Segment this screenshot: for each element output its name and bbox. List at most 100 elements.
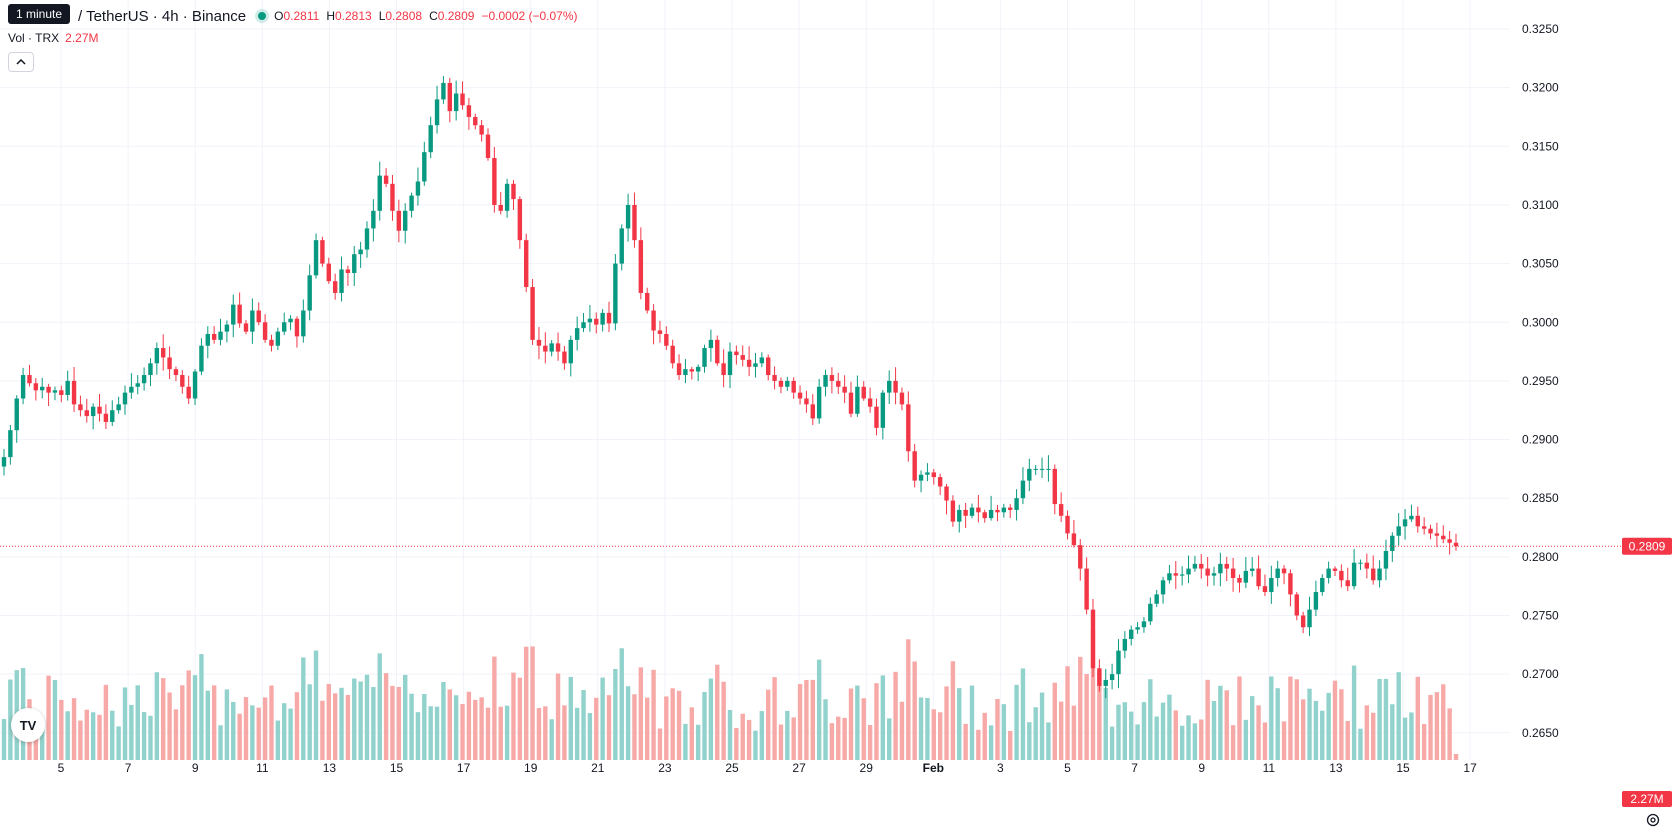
volume-bar <box>473 699 478 760</box>
candle-body <box>638 240 644 293</box>
volume-bar <box>848 688 854 760</box>
volume-bar <box>1441 684 1446 760</box>
collapse-legend-button[interactable] <box>8 52 34 72</box>
price-tick-label: 0.3100 <box>1522 198 1559 212</box>
volume-bar <box>332 693 338 760</box>
price-tick-label: 0.3050 <box>1522 257 1559 271</box>
time-tick-label: 17 <box>457 761 471 775</box>
candle-body <box>1052 468 1057 505</box>
volume-bar <box>1039 692 1045 760</box>
candle-body <box>1326 568 1331 578</box>
volume-bar <box>625 686 631 760</box>
candle-body <box>1154 594 1159 604</box>
candle-body <box>65 380 70 395</box>
candle-body <box>1090 609 1096 669</box>
candle-body <box>1390 535 1395 551</box>
volume-bar <box>1390 704 1395 760</box>
volume-bar <box>275 720 281 760</box>
symbol-title[interactable]: / TetherUS · 4h · Binance <box>78 7 247 25</box>
volume-bar <box>498 706 503 760</box>
candle-body <box>823 375 828 387</box>
volume-bar <box>638 667 644 760</box>
candle-body <box>829 375 835 381</box>
candle-body <box>1122 638 1128 651</box>
candle-body <box>1441 535 1446 540</box>
volume-bar <box>708 678 714 760</box>
candle-body <box>1281 568 1287 574</box>
candle-body <box>103 413 109 422</box>
candle-body <box>275 331 281 346</box>
candle-body <box>1008 507 1013 510</box>
volume-bar <box>269 685 274 760</box>
candle-body <box>479 125 484 135</box>
candle-body <box>1320 577 1325 593</box>
candle-body <box>988 509 994 519</box>
candle-body <box>199 345 204 372</box>
time-tick-label: 23 <box>658 761 672 775</box>
candle-body <box>1046 468 1051 470</box>
volume-bar <box>65 711 70 760</box>
volume-bar <box>874 683 879 760</box>
candle-body <box>708 339 714 349</box>
candle-body <box>1256 568 1261 587</box>
candle-body <box>721 363 726 376</box>
volume-bar <box>1186 715 1191 760</box>
volume-value: 2.27M <box>65 31 99 45</box>
volume-bar <box>288 708 293 760</box>
volume-bar <box>632 694 637 760</box>
volume-bar <box>1109 726 1115 760</box>
volume-bar <box>250 705 255 760</box>
volume-bar <box>135 685 140 760</box>
volume-bar <box>1135 724 1140 760</box>
candle-body <box>804 398 809 405</box>
volume-bar <box>441 682 446 760</box>
volume-bar <box>727 709 733 760</box>
volume-bar <box>1020 668 1026 760</box>
volume-bar <box>301 657 306 760</box>
volume-bar <box>855 685 860 760</box>
volume-bar <box>1237 676 1242 760</box>
candle-body <box>447 82 452 112</box>
volume-bar <box>880 675 886 760</box>
volume-bar <box>536 707 542 760</box>
tradingview-logo[interactable]: TV <box>11 708 45 742</box>
candle-body <box>154 348 160 364</box>
time-tick-label: 5 <box>58 761 65 775</box>
volume-bar <box>1179 725 1185 760</box>
candle-body <box>1288 573 1293 595</box>
time-tick-label: 15 <box>390 761 404 775</box>
volume-bar <box>313 650 319 760</box>
volume-legend[interactable]: Vol · TRX 2.27M <box>8 31 99 45</box>
volume-bar <box>574 707 580 760</box>
candle-body <box>180 375 185 387</box>
volume-bar <box>1275 688 1280 760</box>
low-value: L0.2808 <box>378 9 423 23</box>
candle-body <box>1377 568 1382 581</box>
settings-icon[interactable] <box>1645 812 1661 831</box>
candle-body <box>90 406 96 417</box>
candle-body <box>906 404 911 452</box>
candle-body <box>1039 468 1045 470</box>
time-tick-label: 17 <box>1463 761 1477 775</box>
candle-body <box>976 507 981 513</box>
volume-bar <box>753 730 758 760</box>
volume-bar <box>524 646 529 760</box>
volume-bar <box>899 701 905 760</box>
volume-bar <box>1052 682 1057 760</box>
candle-body <box>409 195 414 211</box>
time-tick-label: 13 <box>1329 761 1343 775</box>
candle-body <box>441 82 446 100</box>
candle-body <box>867 398 873 407</box>
candle-body <box>715 339 720 364</box>
volume-bar <box>606 695 612 760</box>
volume-bar <box>530 646 535 760</box>
last-price-label: 0.2809 <box>1622 537 1672 555</box>
candle-body <box>1199 563 1204 569</box>
volume-bar <box>676 690 682 760</box>
candle-body <box>1409 515 1414 520</box>
candle-body <box>332 281 338 293</box>
candle-body <box>995 509 1000 513</box>
candle-body <box>670 345 675 364</box>
candle-body <box>282 322 287 332</box>
